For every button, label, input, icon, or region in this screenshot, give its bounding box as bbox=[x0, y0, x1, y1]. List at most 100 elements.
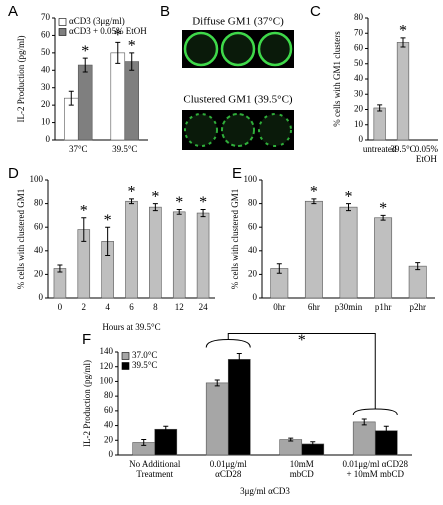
y-tick-label: 60 bbox=[248, 221, 258, 231]
significance-star: * bbox=[199, 194, 207, 211]
y-tick-label: 80 bbox=[104, 390, 114, 400]
y-axis-label: IL-2 Production (pg/ml) bbox=[82, 360, 92, 447]
bar bbox=[352, 421, 376, 456]
x-tick-label: 39.5°C bbox=[390, 144, 415, 154]
bar bbox=[154, 428, 178, 456]
bar bbox=[304, 200, 323, 299]
y-tick-label: 40 bbox=[41, 64, 51, 74]
error-bar bbox=[57, 264, 63, 273]
x-tick-label: 8 bbox=[153, 302, 158, 312]
error-bar bbox=[311, 198, 317, 205]
micrograph bbox=[182, 110, 294, 150]
y-tick-label: 40 bbox=[248, 245, 258, 255]
legend-label: αCD3 + 0.05% EtOH bbox=[69, 26, 147, 36]
micrograph bbox=[182, 30, 294, 68]
y-axis-label: IL-2 Production (pg/ml) bbox=[16, 36, 26, 123]
y-tick-label: 140 bbox=[100, 346, 114, 356]
error-bar bbox=[129, 52, 135, 71]
y-axis-label: % cells with GM1 clusters bbox=[332, 31, 342, 127]
bracket bbox=[205, 338, 251, 348]
error-bar bbox=[152, 203, 158, 212]
significance-star: * bbox=[379, 200, 387, 217]
y-tick-label: 20 bbox=[104, 434, 114, 444]
error-bar bbox=[176, 209, 182, 215]
x-tick-label: p2hr bbox=[409, 302, 426, 312]
error-bar bbox=[82, 57, 88, 73]
significance-star: * bbox=[151, 188, 159, 205]
caption: Diffuse GM1 (37°C) bbox=[192, 16, 284, 28]
bar bbox=[149, 206, 162, 299]
bar bbox=[196, 212, 210, 299]
bar bbox=[339, 206, 358, 299]
y-tick-label: 0 bbox=[359, 134, 364, 144]
bar bbox=[374, 217, 393, 299]
error-bar bbox=[115, 41, 121, 64]
x-axis-label: 3μg/ml αCD3 bbox=[240, 486, 290, 496]
y-tick-label: 30 bbox=[354, 88, 364, 98]
x-axis-label: Hours at 39.5°C bbox=[102, 322, 160, 332]
x-tick-label: 37°C bbox=[69, 144, 88, 154]
y-tick-label: 0 bbox=[39, 292, 44, 302]
y-tick-label: 70 bbox=[41, 12, 51, 22]
x-tick-label: + 10mM mbCD bbox=[346, 469, 404, 479]
x-tick-label: 0.05% bbox=[415, 144, 439, 154]
legend-swatch bbox=[58, 18, 67, 26]
y-tick-label: 20 bbox=[34, 268, 44, 278]
x-tick-label: 12 bbox=[175, 302, 184, 312]
x-tick-label: 24 bbox=[199, 302, 209, 312]
y-tick-label: 80 bbox=[248, 198, 258, 208]
y-tick-label: 40 bbox=[354, 73, 364, 83]
x-tick-label: αCD28 bbox=[215, 469, 242, 479]
y-axis-label: % cells with clustered GM1 bbox=[230, 189, 240, 289]
y-tick-label: 60 bbox=[104, 405, 114, 415]
significance-star: * bbox=[298, 332, 306, 349]
y-tick-label: 80 bbox=[354, 12, 364, 22]
y-tick-label: 50 bbox=[41, 47, 51, 57]
panel-label: C bbox=[310, 3, 321, 20]
bracket bbox=[227, 332, 376, 409]
legend-swatch bbox=[121, 362, 130, 370]
bar bbox=[53, 268, 67, 299]
bar bbox=[125, 200, 138, 299]
y-tick-label: 100 bbox=[100, 375, 114, 385]
bracket bbox=[352, 408, 398, 416]
bar bbox=[205, 382, 229, 456]
error-bar bbox=[200, 209, 206, 218]
bar bbox=[227, 359, 251, 456]
x-tick-label: 0hr bbox=[273, 302, 285, 312]
significance-star: * bbox=[310, 184, 318, 201]
y-tick-label: 100 bbox=[244, 174, 258, 184]
bar bbox=[124, 61, 139, 141]
error-bar bbox=[129, 198, 134, 205]
x-tick-label: 0.01μg/ml bbox=[210, 459, 248, 469]
y-tick-label: 0 bbox=[253, 292, 258, 302]
error-bar bbox=[361, 418, 367, 426]
error-bar bbox=[236, 352, 242, 366]
y-tick-label: 120 bbox=[100, 361, 114, 371]
bar bbox=[279, 439, 303, 456]
y-tick-label: 80 bbox=[34, 198, 44, 208]
panel-label: D bbox=[8, 165, 19, 182]
error-bar bbox=[288, 437, 294, 442]
error-bar bbox=[163, 425, 169, 433]
error-bar bbox=[383, 425, 389, 436]
significance-star: * bbox=[104, 212, 112, 229]
legend-swatch bbox=[58, 28, 67, 36]
error-bar bbox=[400, 37, 406, 48]
panel-label: F bbox=[82, 331, 91, 348]
y-tick-label: 60 bbox=[34, 221, 44, 231]
error-bar bbox=[276, 263, 282, 274]
y-tick-label: 10 bbox=[41, 117, 51, 127]
significance-star: * bbox=[81, 43, 89, 60]
x-tick-label: 0 bbox=[58, 302, 63, 312]
y-tick-label: 60 bbox=[41, 29, 51, 39]
x-tick-label: 6 bbox=[129, 302, 134, 312]
x-tick-label: EtOH bbox=[416, 154, 437, 164]
significance-star: * bbox=[399, 22, 407, 39]
x-tick-label: 2 bbox=[82, 302, 87, 312]
error-bar bbox=[377, 104, 383, 112]
error-bar bbox=[214, 379, 220, 387]
bar bbox=[408, 265, 427, 299]
x-tick-label: No Additional bbox=[129, 459, 181, 469]
